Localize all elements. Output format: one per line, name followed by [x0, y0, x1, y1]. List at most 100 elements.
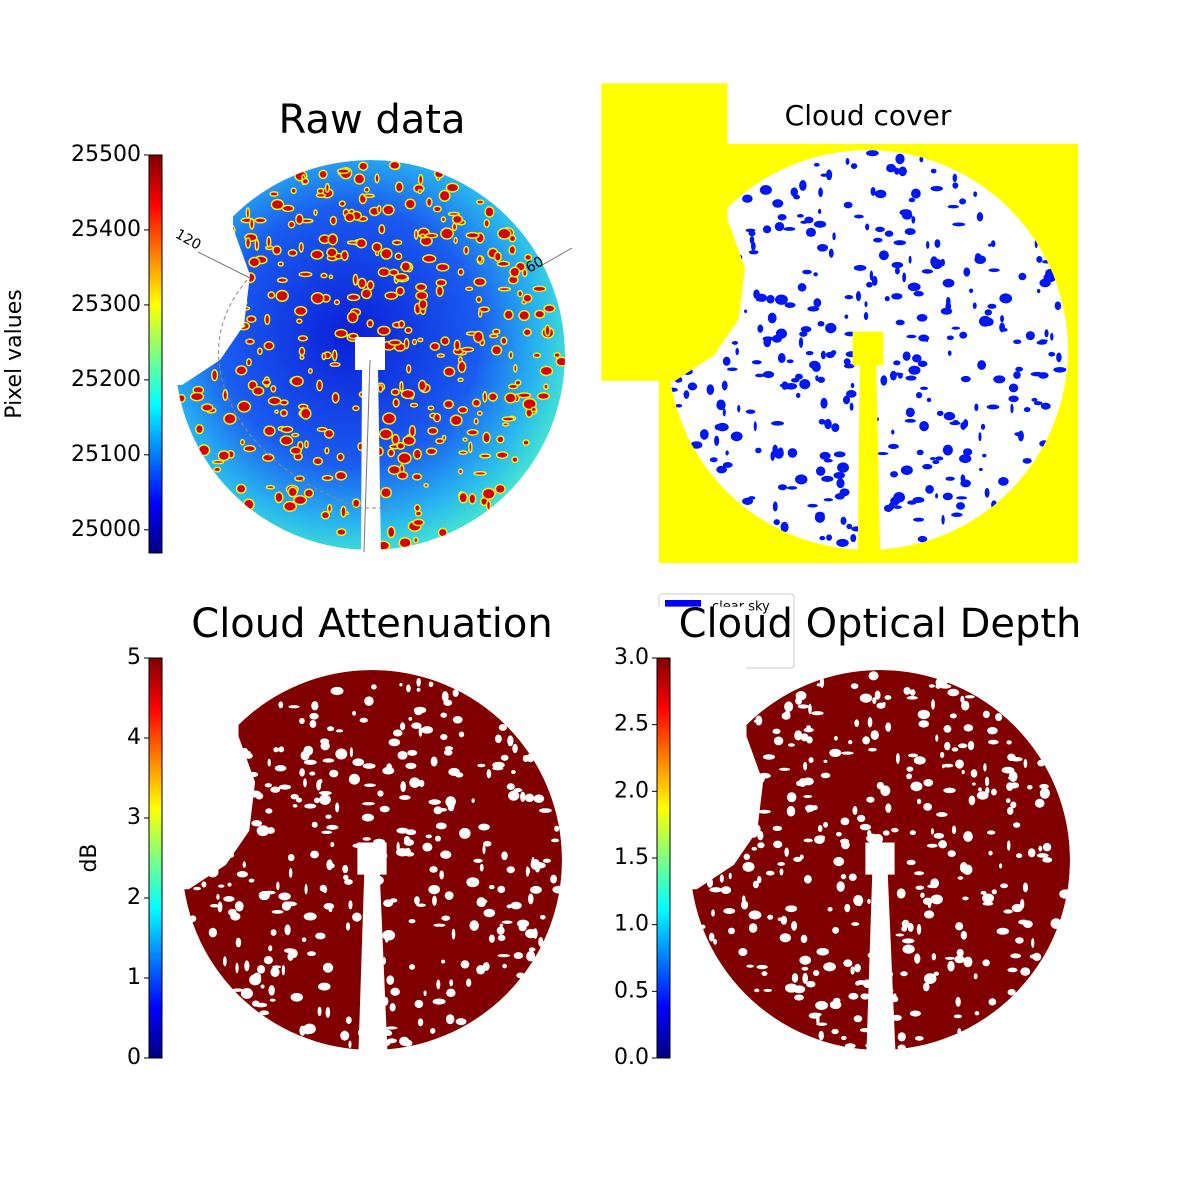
pixel-blob — [683, 390, 690, 399]
pixel-blob — [441, 915, 451, 921]
pixel-blob — [919, 420, 929, 432]
pixel-blob — [884, 230, 894, 237]
pixel-blob — [891, 827, 899, 833]
pixel-blob — [397, 319, 406, 329]
pixel-blob — [820, 397, 828, 409]
pixel-blob — [436, 353, 446, 358]
pixel-blob — [807, 503, 818, 508]
pixel-blob — [813, 162, 820, 167]
pixel-blob — [498, 724, 508, 731]
pixel-blob — [851, 922, 860, 926]
pixel-blob — [517, 392, 532, 399]
pixel-blob — [298, 346, 306, 356]
pixel-blob — [959, 454, 972, 464]
pixel-blob — [379, 805, 390, 813]
pixel-blob — [497, 885, 506, 894]
pixel-blob — [246, 315, 257, 323]
pixel-blob — [452, 689, 459, 697]
pixel-blob — [213, 466, 222, 473]
pixel-blob — [476, 964, 486, 975]
pixel-blob — [901, 919, 910, 929]
pixel-blob — [376, 204, 382, 214]
pixel-blob — [400, 781, 406, 793]
pixel-blob — [433, 412, 442, 423]
pixel-blob — [218, 884, 225, 888]
pixel-blob — [726, 367, 738, 372]
pixel-blob — [473, 417, 479, 425]
colorbar-tick-label: 2 — [127, 885, 141, 910]
pixel-blob — [406, 684, 411, 693]
pixel-blob — [432, 895, 437, 906]
colorbar-tick-label: 1 — [127, 965, 141, 990]
pixel-blob — [836, 478, 845, 489]
pixel-blob — [982, 893, 995, 903]
pixel-blob — [451, 214, 464, 225]
colorbar-tick-label: 2.0 — [614, 778, 649, 803]
pixel-blob — [872, 833, 884, 845]
pixel-blob — [854, 719, 860, 727]
pixel-blob — [977, 360, 987, 370]
pixel-blob — [818, 1030, 824, 1041]
pixel-blob — [506, 866, 515, 874]
pixel-blob — [364, 783, 376, 788]
pixel-blob — [902, 938, 915, 944]
pixel-blob — [761, 971, 768, 976]
panel-title: Cloud cover — [785, 99, 952, 132]
pixel-blob — [248, 878, 255, 883]
pixel-blob — [416, 687, 421, 692]
pixel-blob — [528, 947, 536, 952]
pixel-blob — [902, 272, 907, 283]
pixel-blob — [867, 830, 872, 837]
pixel-blob — [428, 681, 434, 688]
pixel-blob — [245, 207, 251, 219]
pixel-blob — [1015, 937, 1024, 944]
pixel-blob — [425, 447, 438, 456]
pixel-blob — [289, 446, 303, 456]
pixel-blob — [943, 787, 956, 794]
pixel-blob — [973, 191, 978, 197]
pixel-blob — [346, 310, 359, 324]
pixel-blob — [991, 788, 997, 796]
pixel-blob — [719, 874, 724, 883]
azimuth-line — [363, 359, 371, 553]
pixel-blob — [298, 271, 313, 278]
pixel-blob — [935, 734, 939, 742]
pixel-blob — [860, 993, 870, 1000]
pixel-blob — [522, 754, 529, 763]
pixel-blob — [405, 762, 417, 770]
pixel-blob — [785, 983, 798, 993]
pixel-blob — [303, 488, 315, 498]
colorbar-label: dB — [77, 843, 102, 872]
pixel-blob — [407, 749, 418, 756]
pixel-blob — [231, 988, 244, 992]
pixel-blob — [325, 814, 332, 819]
pixel-blob — [872, 697, 877, 704]
pixel-blob — [466, 978, 472, 987]
pixel-blob — [988, 268, 1000, 273]
pixel-blob — [1025, 331, 1035, 341]
pixel-blob — [236, 871, 249, 878]
pixel-blob — [449, 979, 454, 987]
colorbar-tick-label: 0 — [127, 1045, 141, 1070]
pixel-blob — [249, 218, 255, 230]
pixel-blob — [269, 191, 279, 197]
pixel-blob — [784, 302, 796, 308]
pixel-blob — [762, 370, 775, 379]
pixel-blob — [390, 388, 400, 396]
pixel-blob — [324, 447, 330, 455]
pixel-blob — [912, 354, 922, 363]
pixel-blob — [428, 884, 441, 895]
pixel-blob — [757, 324, 764, 333]
pixel-blob — [811, 711, 824, 716]
pixel-blob — [449, 414, 463, 427]
pixel-blob — [395, 286, 405, 296]
pixel-blob — [254, 238, 260, 251]
pixel-blob — [382, 957, 386, 965]
pixel-blob — [457, 377, 464, 383]
pixel-blob — [868, 671, 879, 681]
pixel-blob — [321, 474, 334, 482]
pixel-blob — [824, 418, 832, 430]
pixel-blob — [833, 451, 846, 458]
pixel-blob — [884, 695, 892, 700]
pixel-blob — [304, 883, 308, 895]
